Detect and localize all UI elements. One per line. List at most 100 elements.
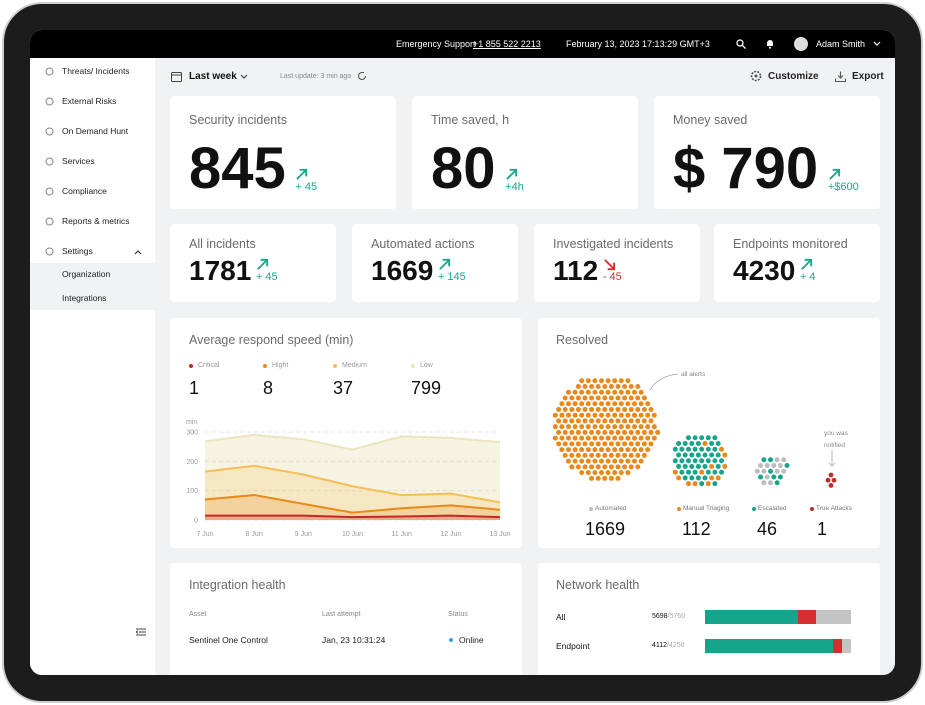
dot bbox=[702, 440, 708, 446]
dot bbox=[768, 468, 773, 474]
annotation: you was notified bbox=[824, 430, 848, 449]
dot bbox=[719, 458, 724, 464]
dot bbox=[618, 424, 624, 430]
dot bbox=[608, 441, 614, 447]
dot bbox=[781, 468, 787, 474]
dot bbox=[589, 395, 595, 401]
resolved-title: Resolved bbox=[556, 333, 609, 347]
dot bbox=[715, 440, 721, 446]
dot bbox=[585, 401, 591, 407]
dot bbox=[672, 458, 678, 464]
dot bbox=[632, 401, 637, 407]
dot bbox=[569, 441, 575, 447]
menu-item[interactable]: On Demand Hunt bbox=[62, 126, 129, 136]
submenu-item[interactable]: Integrations bbox=[62, 293, 107, 303]
menu-item[interactable]: External Risks bbox=[62, 96, 117, 106]
customize-button[interactable]: Customize bbox=[768, 71, 819, 82]
legend-value: 1 bbox=[817, 519, 828, 539]
dot bbox=[579, 435, 585, 441]
legend-label: Hight bbox=[272, 362, 289, 369]
dot bbox=[676, 452, 682, 458]
y-tick-label: 0 bbox=[194, 518, 198, 525]
kpi-title: Money saved bbox=[673, 113, 748, 127]
dot bbox=[579, 401, 585, 407]
dot bbox=[569, 452, 575, 458]
bar-segment bbox=[833, 639, 843, 653]
menu-item[interactable]: Threats/ Incidents bbox=[62, 66, 130, 76]
dot bbox=[686, 446, 691, 452]
kpi-value: 1669 bbox=[371, 255, 434, 286]
legend-label: True Attacks bbox=[816, 505, 852, 512]
submenu-item[interactable]: Organization bbox=[62, 269, 111, 279]
dot bbox=[768, 480, 773, 486]
kpi-change: + 45 bbox=[295, 181, 318, 194]
trend-arrow bbox=[257, 258, 269, 270]
datetime: February 13, 2023 17:13:29 GMT+3 bbox=[566, 39, 710, 49]
period-chevron bbox=[240, 74, 248, 79]
menu-item[interactable]: Services bbox=[62, 156, 95, 166]
menu-item[interactable]: Reports & metrics bbox=[62, 216, 130, 226]
dot bbox=[615, 464, 621, 470]
dot bbox=[712, 481, 718, 487]
dot bbox=[764, 474, 770, 480]
dot bbox=[645, 447, 651, 453]
dot bbox=[632, 412, 637, 418]
dot bbox=[774, 457, 780, 463]
dot bbox=[562, 429, 568, 435]
dot bbox=[572, 389, 578, 395]
dot bbox=[592, 389, 598, 395]
export-button[interactable]: Export bbox=[852, 71, 884, 82]
dot bbox=[605, 470, 611, 476]
legend-dot bbox=[589, 507, 593, 511]
dot bbox=[572, 401, 578, 407]
kpi-value: 112 bbox=[553, 255, 599, 286]
dot bbox=[712, 435, 718, 441]
dot bbox=[709, 440, 715, 446]
dot bbox=[622, 429, 628, 435]
dot bbox=[599, 401, 604, 407]
dot bbox=[635, 418, 641, 424]
dot bbox=[559, 401, 565, 407]
menu-item[interactable]: Compliance bbox=[62, 186, 107, 196]
dot bbox=[602, 441, 608, 447]
dot bbox=[585, 458, 591, 464]
dot bbox=[615, 441, 621, 447]
dot bbox=[556, 418, 562, 424]
dot bbox=[608, 418, 614, 424]
total: /4250 bbox=[667, 642, 685, 649]
y-tick-label: 200 bbox=[186, 459, 198, 466]
dot bbox=[715, 475, 721, 481]
dot bbox=[602, 429, 608, 435]
user-name[interactable]: Adam Smith bbox=[816, 39, 866, 49]
count: 5698 bbox=[652, 613, 668, 620]
user-chevron bbox=[873, 41, 881, 46]
dot bbox=[592, 401, 598, 407]
legend-value: 8 bbox=[263, 378, 274, 398]
dot bbox=[566, 401, 571, 407]
dot bbox=[608, 452, 614, 458]
dot bbox=[572, 447, 578, 453]
dot bbox=[758, 462, 764, 468]
dot bbox=[572, 458, 578, 464]
dot bbox=[599, 447, 604, 453]
dot bbox=[686, 435, 691, 441]
dot bbox=[719, 446, 724, 452]
support-phone[interactable]: +1 855 522 2213 bbox=[473, 39, 541, 49]
dot bbox=[615, 429, 621, 435]
row-name: Endpoint bbox=[556, 641, 590, 651]
dot bbox=[559, 424, 565, 430]
dot bbox=[599, 389, 604, 395]
kpi-change: + 145 bbox=[437, 270, 466, 283]
dot bbox=[589, 383, 595, 389]
kpi-change-box: + 145 bbox=[438, 258, 466, 283]
annotation: all alerts bbox=[681, 371, 706, 378]
dot bbox=[648, 406, 654, 412]
integration-title: Integration health bbox=[189, 578, 286, 592]
period-select[interactable]: Last week bbox=[189, 71, 237, 82]
kpi-title: Security incidents bbox=[189, 113, 287, 127]
dot bbox=[559, 412, 565, 418]
menu-item[interactable]: Settings bbox=[62, 246, 93, 256]
bar-segment bbox=[705, 610, 799, 624]
dot bbox=[638, 412, 644, 418]
submenu: Organization Integrations bbox=[30, 263, 155, 310]
